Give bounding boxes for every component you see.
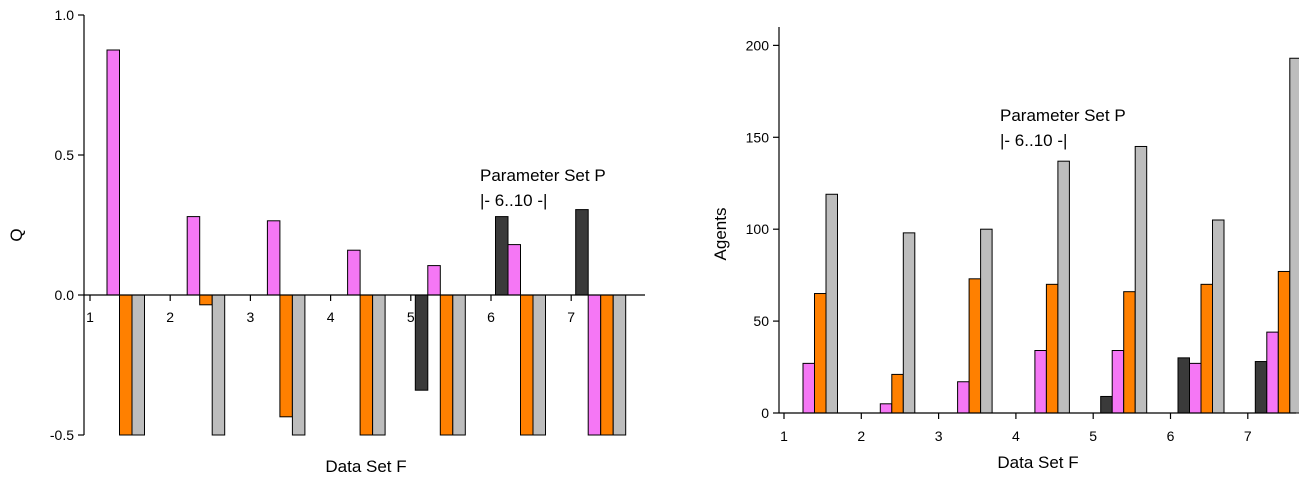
right-bar-group7-series4 [1289,57,1299,414]
right-y-tick-label: 150 [746,129,770,145]
left-bar-group7-series2 [587,294,602,436]
left-y-tick-label: 0.5 [55,147,75,163]
left-bar-group6-series2 [507,244,521,296]
left-chart: -0.5 0.0 0.5 1.0 1 2 3 4 5 6 7 Q Data Set F Param… [7,7,645,476]
left-bar-group4-series4 [372,294,386,436]
left-bar-group7-series3 [600,294,614,436]
left-bar-group3-series2 [266,220,281,296]
left-x-tick-label: 6 [487,309,495,325]
left-x-tick-label: 2 [166,309,174,325]
left-x-tick-label: 3 [247,309,255,325]
left-bar-group7-series1 [575,209,589,296]
left-y-ticks: -0.5 0.0 0.5 1.0 [50,7,84,443]
right-bar-group7-series1 [1254,361,1268,414]
left-y-tick-label: -0.5 [50,427,74,443]
right-bar-group5-series2 [1111,350,1125,414]
right-x-tick-label: 3 [935,428,943,444]
right-y-tick-label: 100 [746,221,770,237]
left-annotation-line2: |- 6..10 -| [480,191,547,210]
right-bar-group4-series2 [1034,350,1047,414]
right-x-tick-label: 6 [1167,428,1175,444]
right-bar-group6-series4 [1212,219,1225,414]
left-y-tick-label: 1.0 [55,7,75,23]
left-bar-group5-series2 [427,265,441,296]
right-y-ticks: 0 50 100 150 200 [746,37,779,421]
right-bar-group2-series2 [879,403,893,414]
right-bar-group1-series2 [802,362,815,414]
left-bar-group4-series3 [359,294,374,436]
right-bar-group2-series4 [902,232,916,414]
right-y-tick-label: 200 [746,37,770,53]
left-annotation-line1: Parameter Set P [480,166,606,185]
left-bar-group5-series4 [452,294,466,436]
right-bar-group2-series3 [891,373,904,414]
right-bar-group7-series3 [1277,270,1291,414]
left-bar-group3-series4 [291,294,306,436]
right-x-tick-label: 2 [857,428,865,444]
right-y-tick-label: 0 [761,405,769,421]
left-bar-group2-series2 [186,216,201,296]
left-bar-group3-series3 [279,294,293,418]
left-bar-group6-series3 [520,294,534,436]
right-bar-group6-series3 [1200,283,1213,414]
right-bar-group5-series4 [1134,145,1148,414]
right-x-ticks: 1 2 3 4 5 6 7 [780,413,1252,444]
right-y-axis-title: Agents [711,208,730,261]
right-annotation-line1: Parameter Set P [1000,106,1126,125]
left-bar-group4-series2 [347,249,361,296]
left-x-tick-label: 1 [86,309,94,325]
right-x-tick-label: 5 [1089,428,1097,444]
left-bar-group7-series4 [612,294,627,436]
left-x-ticks: 1 2 3 4 5 6 7 [86,295,575,325]
left-y-axis-title: Q [7,228,26,241]
right-bar-group3-series2 [957,381,970,414]
left-x-tick-label: 4 [327,309,335,325]
right-x-tick-label: 7 [1244,428,1252,444]
right-y-tick-label: 50 [753,313,769,329]
left-bar-group1-series3 [119,294,133,436]
left-x-axis-title: Data Set F [325,457,406,476]
left-bar-group6-series4 [532,294,546,436]
right-bar-group4-series4 [1057,160,1070,414]
left-x-tick-label: 5 [407,309,415,325]
left-bar-group1-series2 [106,49,120,296]
right-annotation-line2: |- 6..10 -| [1000,131,1067,150]
left-y-tick-label: 0.0 [55,287,75,303]
left-bar-group5-series3 [439,294,454,436]
left-bar-group2-series4 [211,294,226,436]
right-bar-group7-series2 [1266,331,1279,414]
right-bar-group5-series1 [1100,395,1113,414]
left-bar-group2-series3 [199,294,213,306]
right-x-axis-title: Data Set F [997,453,1078,472]
left-bar-group5-series1 [414,294,429,391]
right-bar-group1-series3 [814,293,827,414]
right-bar-group1-series4 [825,193,838,414]
right-bar-group6-series1 [1177,357,1190,414]
left-x-tick-label: 7 [567,309,575,325]
left-bar-group6-series1 [495,216,509,296]
right-chart: 0 50 100 150 200 1 2 3 4 5 6 7 Agents Data Set F P… [711,27,1299,472]
right-x-tick-label: 4 [1012,428,1020,444]
right-bar-group3-series3 [968,278,982,414]
right-bar-group4-series3 [1045,283,1059,414]
right-bar-group5-series3 [1123,291,1136,414]
left-bar-group1-series4 [131,294,145,436]
right-bar-group3-series4 [980,228,993,414]
right-x-tick-label: 1 [780,428,788,444]
right-bar-group6-series2 [1189,362,1202,414]
left-bars [106,49,627,436]
